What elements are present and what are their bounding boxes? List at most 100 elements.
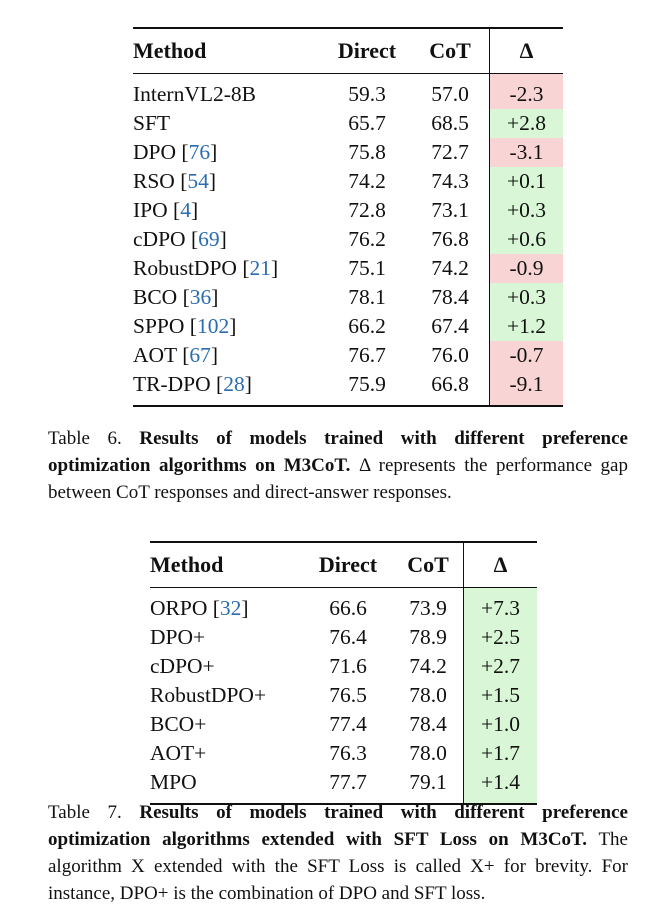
cot-cell: 74.3: [431, 168, 469, 193]
direct-cell: 76.3: [329, 740, 367, 765]
table-row: RSO [54] 74.2 74.3 +0.1: [133, 167, 563, 196]
delta-cell: -9.1: [489, 370, 563, 407]
table-row: IPO [4] 72.8 73.1 +0.3: [133, 196, 563, 225]
caption-label: Table 6.: [48, 428, 140, 449]
direct-cell: 72.8: [348, 197, 386, 222]
table-row: RobustDPO+ 76.5 78.0 +1.5: [150, 681, 537, 710]
table-6-header: Method Direct CoT Δ: [133, 27, 563, 74]
delta-cell: +7.3: [463, 587, 537, 623]
method-name: cDPO: [133, 226, 186, 251]
method-name: IPO: [133, 197, 168, 222]
table-6-caption: Table 6. Results of models trained with …: [48, 425, 628, 506]
direct-cell: 76.7: [348, 342, 386, 367]
cot-cell: 72.7: [431, 139, 469, 164]
method-cell: SFT: [133, 109, 323, 138]
delta-cell: +0.6: [489, 225, 563, 254]
delta-cell: +1.5: [463, 681, 537, 710]
caption-text: The algorithm X extended with the SFT Lo…: [48, 829, 628, 904]
delta-cell: +0.1: [489, 167, 563, 196]
table-row: ORPO [32] 66.6 73.9 +7.3: [150, 587, 537, 623]
citation-link[interactable]: 32: [219, 595, 242, 620]
delta-cell: +0.3: [489, 196, 563, 225]
method-cell: AOT+: [150, 739, 303, 768]
direct-cell: 76.4: [329, 624, 367, 649]
table-row: cDPO [69] 76.2 76.8 +0.6: [133, 225, 563, 254]
cot-cell: 73.9: [409, 595, 447, 620]
table-7: Method Direct CoT Δ ORPO [32] 66.6 73.9 +7.…: [150, 541, 537, 805]
method-name: MPO: [150, 769, 197, 794]
citation-link[interactable]: 76: [188, 139, 211, 164]
method-name: BCO: [133, 284, 178, 309]
cot-cell: 78.0: [409, 682, 447, 707]
header-direct: Direct: [323, 27, 411, 74]
method-name: AOT: [133, 342, 177, 367]
table-row: TR-DPO [28] 75.9 66.8 -9.1: [133, 370, 563, 407]
cot-cell: 68.5: [431, 110, 469, 135]
delta-cell: +2.8: [489, 109, 563, 138]
cot-cell: 67.4: [431, 313, 469, 338]
caption-bold: Results of models trained with different…: [48, 428, 628, 476]
cot-cell: 78.4: [431, 284, 469, 309]
delta-cell: +2.7: [463, 652, 537, 681]
citation-link[interactable]: 4: [180, 197, 191, 222]
delta-cell: +2.5: [463, 623, 537, 652]
method-cell: RobustDPO [21]: [133, 255, 279, 280]
header-direct: Direct: [303, 541, 393, 588]
direct-cell: 75.8: [348, 139, 386, 164]
direct-cell: 76.5: [329, 682, 367, 707]
citation-link[interactable]: 28: [223, 371, 245, 396]
citation-link[interactable]: 102: [196, 313, 230, 338]
method-cell: BCO [36]: [133, 284, 219, 309]
method-cell: SPPO [102]: [133, 313, 237, 338]
method-cell: BCO+: [150, 710, 303, 739]
method-cell: InternVL2-8B: [133, 74, 323, 110]
method-name: DPO: [133, 139, 177, 164]
delta-cell: +1.0: [463, 710, 537, 739]
delta-cell: +1.7: [463, 739, 537, 768]
method-name: ORPO: [150, 595, 208, 620]
citation-link[interactable]: 54: [187, 168, 209, 193]
table-row: AOT+ 76.3 78.0 +1.7: [150, 739, 537, 768]
method-name: BCO+: [150, 711, 207, 736]
direct-cell: 74.2: [348, 168, 386, 193]
method-cell: RobustDPO+: [150, 681, 303, 710]
cot-cell: 78.4: [409, 711, 447, 736]
method-name: InternVL2-8B: [133, 81, 256, 106]
header-delta: Δ: [489, 27, 563, 74]
caption-text: Δ represents the performance gap between…: [48, 455, 628, 503]
cot-cell: 78.0: [409, 740, 447, 765]
delta-cell: -0.7: [489, 341, 563, 370]
direct-cell: 65.7: [348, 110, 386, 135]
table-7-header: Method Direct CoT Δ: [150, 541, 537, 588]
citation-link[interactable]: 67: [189, 342, 211, 367]
header-cot: CoT: [411, 27, 490, 74]
citation-link[interactable]: 69: [198, 226, 220, 251]
cot-cell: 76.0: [431, 342, 469, 367]
direct-cell: 77.7: [303, 768, 393, 805]
table-row: BCO+ 77.4 78.4 +1.0: [150, 710, 537, 739]
method-cell: RSO [54]: [133, 168, 217, 193]
citation-link[interactable]: 36: [189, 284, 212, 309]
direct-cell: 77.4: [329, 711, 367, 736]
direct-cell: 66.2: [348, 313, 386, 338]
direct-cell: 66.6: [329, 595, 367, 620]
table-6-body: InternVL2-8B 59.3 57.0 -2.3 SFT 65.7 68.5 +2.8 D…: [133, 73, 563, 407]
table-row: SFT 65.7 68.5 +2.8: [133, 109, 563, 138]
cot-cell: 73.1: [431, 197, 469, 222]
cot-cell: 66.8: [411, 370, 490, 407]
caption-bold: Results of models trained with different…: [48, 802, 628, 850]
delta-cell: -2.3: [489, 73, 563, 109]
cot-cell: 76.8: [431, 226, 469, 251]
direct-cell: 71.6: [329, 653, 367, 678]
method-name: RSO: [133, 168, 175, 193]
table-row: MPO 77.7 79.1 +1.4: [150, 768, 537, 805]
method-cell: ORPO [32]: [150, 595, 249, 620]
citation-link[interactable]: 21: [249, 255, 272, 280]
cot-cell: 79.1: [393, 768, 464, 805]
direct-cell: 59.3: [348, 81, 386, 106]
header-cot: CoT: [393, 541, 464, 588]
method-name: cDPO+: [150, 653, 215, 678]
table-7-body: ORPO [32] 66.6 73.9 +7.3 DPO+ 76.4 78.9 +2.5 cDP…: [150, 587, 537, 805]
cot-cell: 74.2: [409, 653, 447, 678]
method-name: TR-DPO: [133, 371, 211, 396]
